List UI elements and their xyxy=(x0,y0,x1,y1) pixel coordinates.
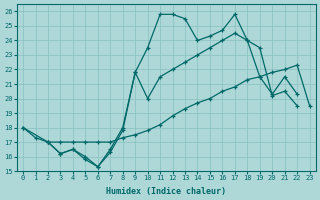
X-axis label: Humidex (Indice chaleur): Humidex (Indice chaleur) xyxy=(106,187,226,196)
